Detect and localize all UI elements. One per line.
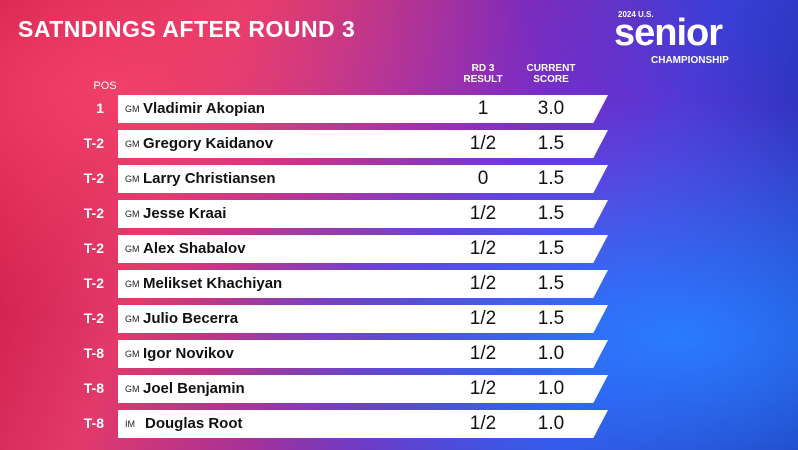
player-title: GM [125,174,140,184]
position: T-2 [83,310,104,326]
player-title: GM [125,244,140,254]
pos-header: POS [93,80,117,92]
round-result: 1/2 [469,413,497,434]
current-score: 1.5 [537,203,565,224]
current-score: 1.5 [537,238,565,259]
position: T-8 [83,415,104,431]
row-bar [118,410,608,438]
player-name: Melikset Khachiyan [143,275,283,292]
row-bar [118,130,608,158]
round-result: 1/2 [469,343,497,364]
position: T-2 [83,170,104,186]
round-result: 1/2 [469,133,497,154]
current-score: 1.0 [537,378,565,399]
player-title: GM [125,314,140,324]
row-bar [118,235,608,263]
player-name: Douglas Root [145,415,243,432]
row-bar [118,95,608,123]
logo-year: 2024 U.S. [618,10,654,19]
round-result: 1 [477,98,489,119]
score-header: CURRENT SCORE [516,63,586,85]
position: T-8 [83,345,104,361]
player-title: IM [125,419,135,429]
position: T-2 [83,240,104,256]
round-result: 1/2 [469,378,497,399]
player-title: GM [125,209,140,219]
player-name: Igor Novikov [143,345,234,362]
position: T-2 [83,205,104,221]
player-title: GM [125,139,140,149]
row-bar [118,270,608,298]
player-name: Gregory Kaidanov [143,135,274,152]
title: SATNDINGS AFTER ROUND 3 [18,16,356,42]
row-bar [118,340,608,368]
player-title: GM [125,279,140,289]
row-bar [118,305,608,333]
header-line: CURRENT [526,63,576,74]
position: T-2 [83,275,104,291]
row-bar [118,200,608,228]
logo-sub: CHAMPIONSHIP [651,55,729,66]
result-header: RD 3 RESULT [448,63,518,85]
player-name: Larry Christiansen [143,170,276,187]
current-score: 1.5 [537,168,565,189]
player-name: Vladimir Akopian [143,100,265,117]
position: 1 [96,100,104,116]
row-bar [118,375,608,403]
logo-word: senior [614,12,723,54]
header-line: SCORE [533,74,569,85]
player-title: GM [125,349,140,359]
current-score: 1.5 [537,133,565,154]
row-bar [118,165,608,193]
current-score: 3.0 [537,98,565,119]
round-result: 1/2 [469,308,497,329]
player-title: GM [125,384,140,394]
round-result: 1/2 [469,238,497,259]
current-score: 1.5 [537,273,565,294]
current-score: 1.0 [537,343,565,364]
round-result: 0 [477,168,489,189]
current-score: 1.0 [537,413,565,434]
player-name: Julio Becerra [143,310,239,327]
player-name: Joel Benjamin [143,380,245,397]
round-result: 1/2 [469,203,497,224]
round-result: 1/2 [469,273,497,294]
header-line: RESULT [463,74,503,85]
current-score: 1.5 [537,308,565,329]
position: T-2 [83,135,104,151]
position: T-8 [83,380,104,396]
player-name: Jesse Kraai [143,205,227,222]
player-name: Alex Shabalov [143,240,246,257]
player-title: GM [125,104,140,114]
header-line: RD 3 [471,63,495,74]
